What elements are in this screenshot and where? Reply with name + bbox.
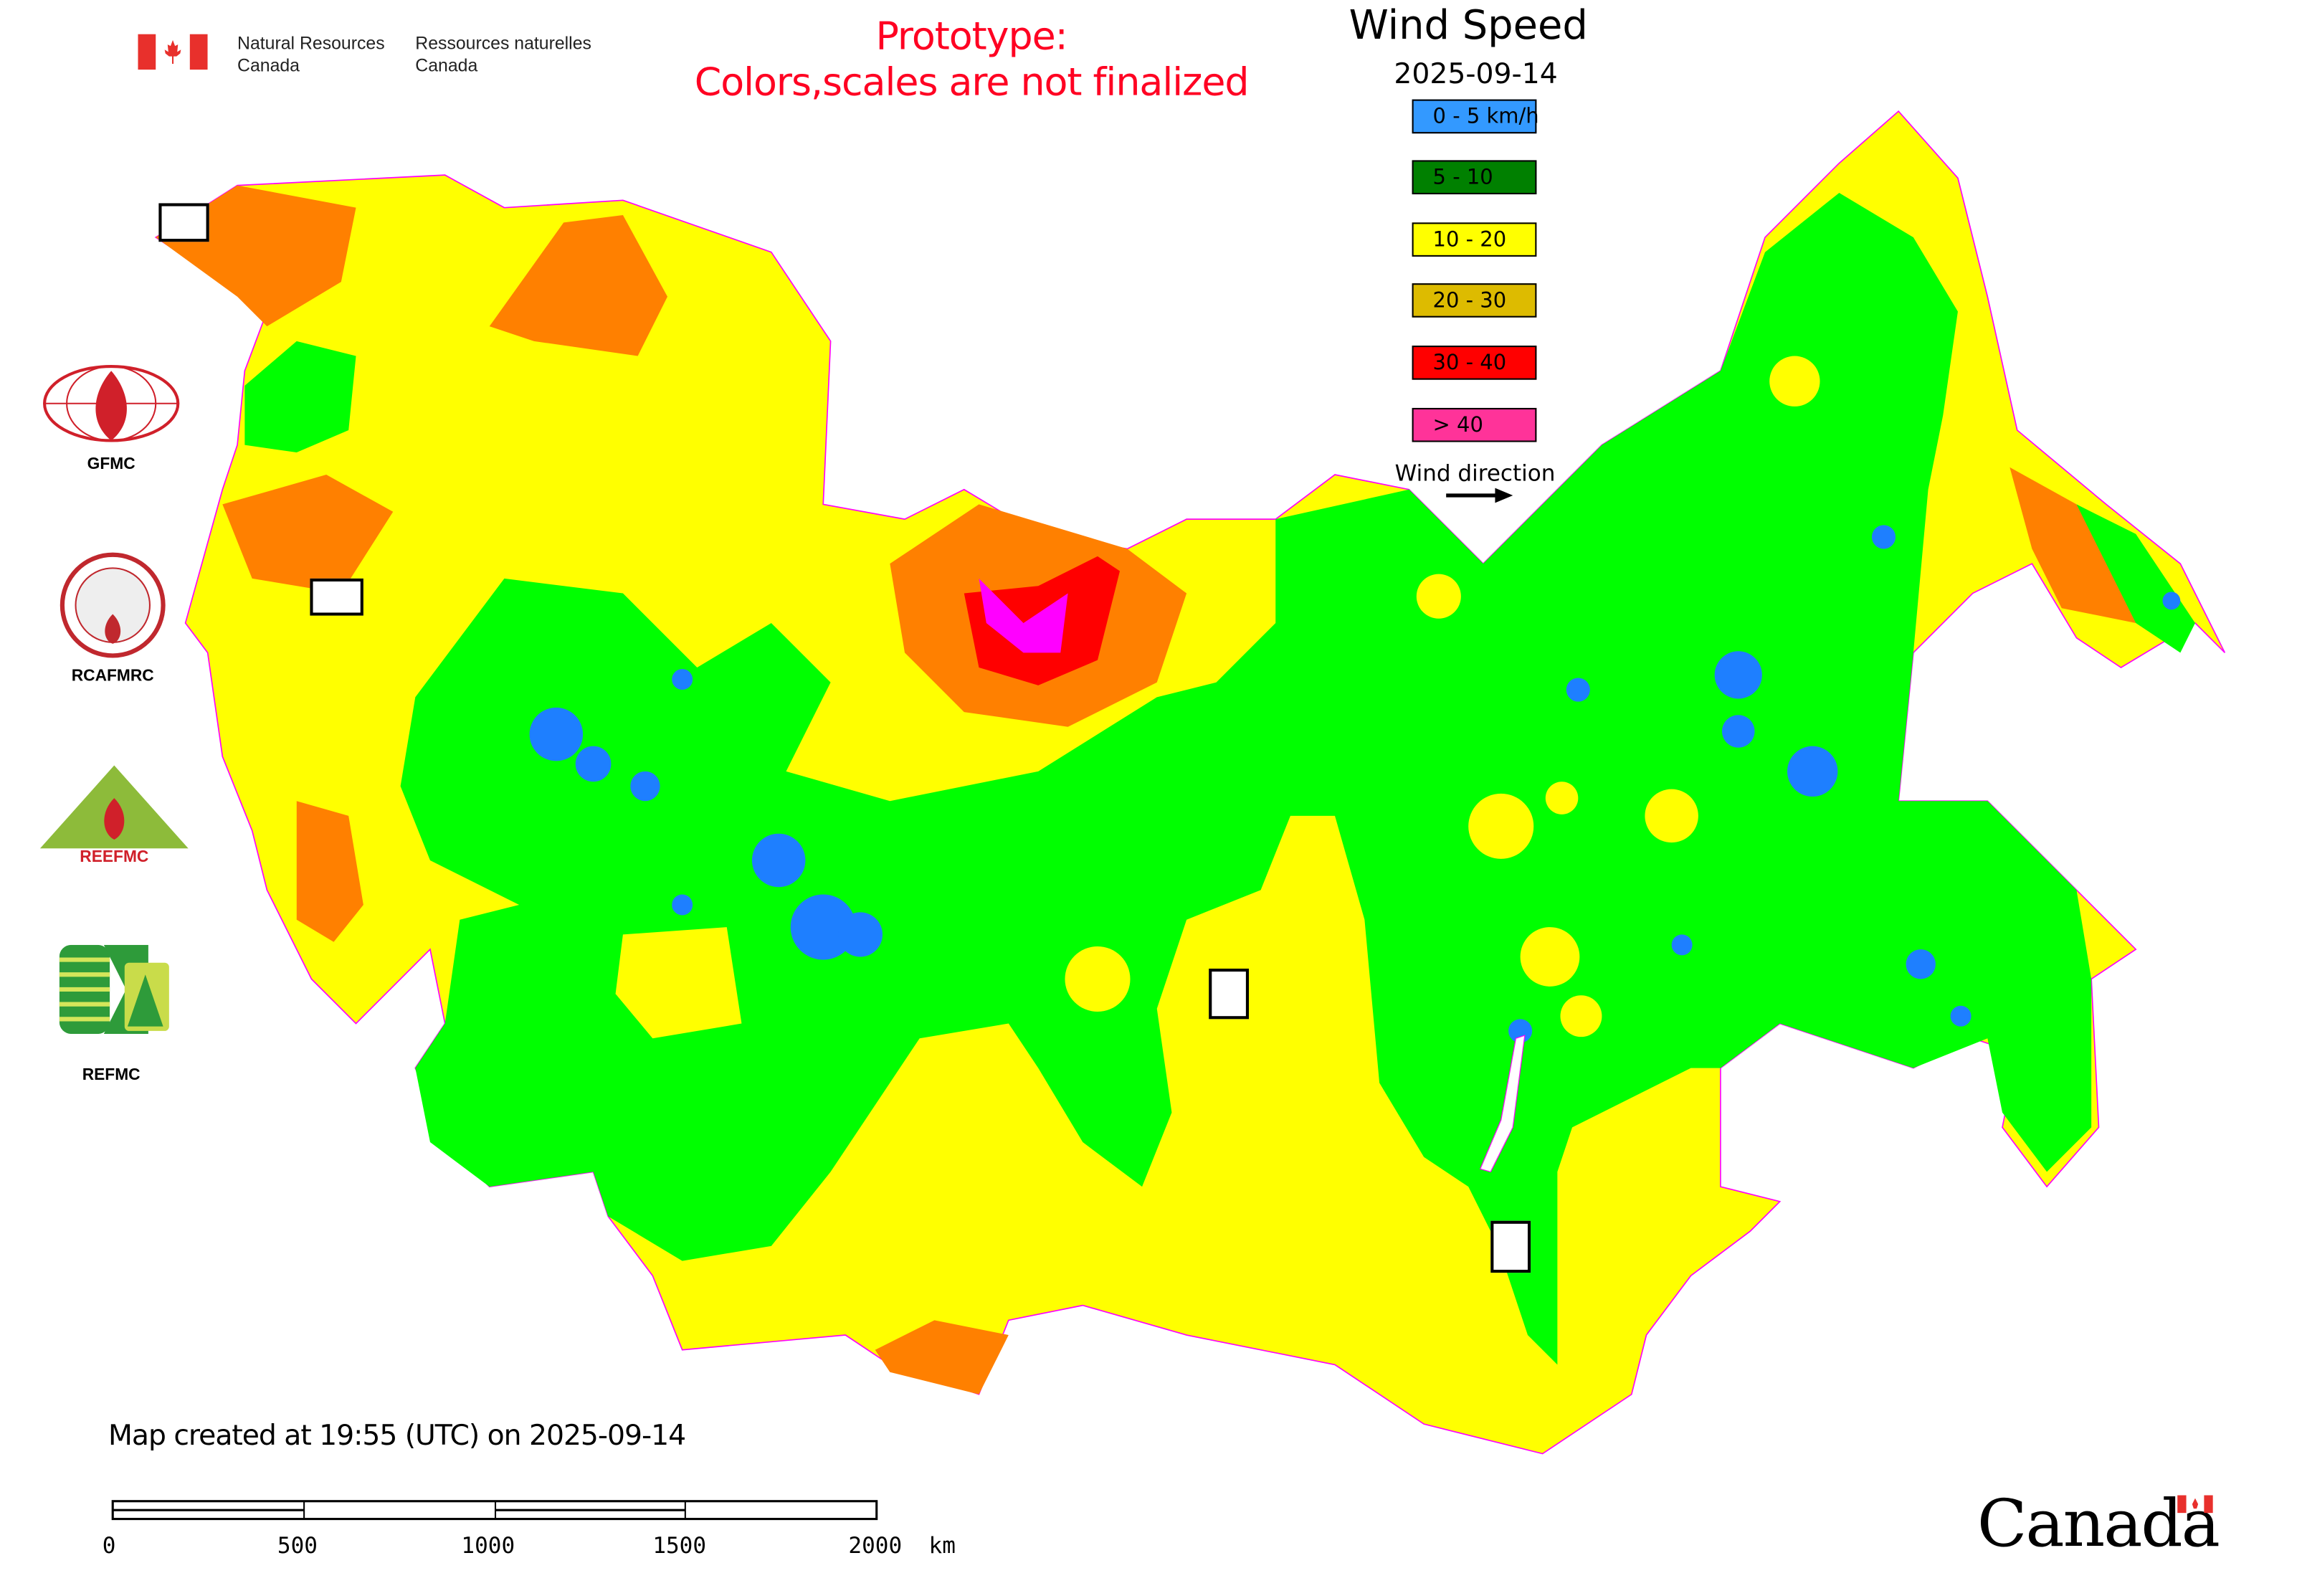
calm-spot [1950,1005,1972,1027]
region-moderate-wind-kazakh [615,927,742,1039]
rcafmrc-label: RCAFMRC [71,668,154,685]
calm-spot [790,894,856,960]
legend-item-30-40: 30 - 40 [1412,346,1537,380]
agency-fr-line2: Canada [415,54,478,76]
legend-item-20-30: 20 - 30 [1412,283,1537,318]
gfmc-logo [42,364,180,442]
moderate-spot [1645,789,1698,843]
agency-en-line1: Natural Resources [237,32,385,54]
refmc-label: REFMC [82,1066,141,1085]
calm-spot [1871,525,1896,549]
region-strong-wind-north [489,214,668,356]
agency-en-line2: Canada [237,54,300,76]
calm-spot [2162,592,2181,610]
calm-spot [1714,651,1762,699]
calm-spot [1906,949,1936,979]
region-strong-wind-kamchatka [2010,467,2136,623]
refmc-map-marker [1209,968,1250,1020]
scale-label-0: 0 [102,1532,116,1559]
moderate-spot [1545,782,1579,814]
calm-spot [630,771,660,802]
scale-bar [111,1500,878,1521]
prototype-notice-line1: Prototype: [875,14,1067,60]
wind-direction-label: Wind direction [1394,460,1556,487]
scale-label-500: 500 [277,1532,318,1559]
map-created-timestamp: Map created at 19:55 (UTC) on 2025-09-14 [108,1419,686,1453]
moderate-spot [1560,995,1602,1037]
reefmc-logo-text: REEFMC [80,847,148,863]
moderate-spot [1520,927,1580,987]
moderate-wind-spots [1065,356,1820,1037]
region-strong-wind-baltic [222,475,394,594]
calm-spot [751,833,806,888]
legend-item-5-10: 5 - 10 [1412,160,1537,195]
gfmc-label: GFMC [87,455,135,473]
scale-label-2000-km: 2000 km [848,1532,956,1559]
rcafmrc-map-marker [1490,1220,1531,1273]
lake-baikal [1479,1035,1526,1173]
canada-flag-icon [138,34,208,70]
calm-spot [1721,715,1755,748]
calm-spot [1508,1019,1533,1043]
calm-spot [837,912,883,957]
canada-wordmark-flag-icon [2177,1495,2213,1514]
calm-spot [672,894,693,916]
rcafmrc-logo [60,552,166,658]
agency-name-fr: Ressources naturelles Canada [415,33,591,77]
refmc-logo [59,944,169,1035]
region-light-wind [400,192,2092,1365]
calm-spot [672,669,693,690]
calm-wind-spots [529,525,2181,1043]
region-light-wind-kola [244,341,356,453]
region-strong-wind-southwest [296,801,363,942]
agency-name-en: Natural Resources Canada [237,33,385,77]
calm-spot [575,746,612,782]
prototype-notice-line2: Colors,scales are not finalized [694,60,1250,105]
legend-item-10-20: 10 - 20 [1412,222,1537,257]
scale-label-1000: 1000 [461,1532,515,1559]
calm-spot [529,707,584,761]
legend-item-over-40: > 40 [1412,407,1537,442]
legend-item-0-5: 0 - 5 km/h [1412,99,1539,134]
wind-direction-arrow-icon [1446,488,1513,503]
agency-fr-line1: Ressources naturelles [415,32,591,54]
moderate-spot [1769,356,1820,407]
calm-spot [1566,678,1590,702]
region-light-wind-kamchatka [2076,504,2195,653]
reefmc-logo: REEFMC [39,765,190,864]
legend-title: Wind Speed [1349,3,1588,49]
moderate-spot [1416,574,1461,619]
legend-date: 2025-09-14 [1394,57,1558,91]
region-strong-wind-caspian [875,1320,1009,1395]
gfmc-map-marker [158,203,209,242]
calm-spot [1787,746,1838,797]
region-extreme-wind [979,578,1068,653]
reefmc-map-marker [310,578,363,616]
calm-spot [1671,934,1693,956]
moderate-spot [1065,946,1131,1012]
scale-label-1500: 1500 [652,1532,707,1559]
nrcan-signature: Natural Resources Canada Ressources natu… [138,33,612,77]
moderate-spot [1468,793,1534,859]
